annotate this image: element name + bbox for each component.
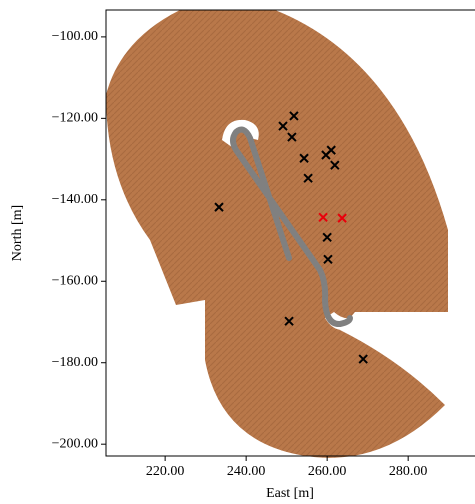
x-axis-label: East [m]	[266, 486, 314, 501]
x-tick-label: 260.00	[308, 464, 347, 479]
y-tick-label: −180.00	[52, 355, 98, 370]
y-tick-label: −160.00	[52, 273, 98, 288]
sonar-coverage	[106, 10, 448, 458]
chart: East [m] North [m] 220.00 240.00 260.00 280…	[0, 0, 475, 504]
x-tick-label: 240.00	[227, 464, 266, 479]
y-axis-label: North [m]	[10, 205, 25, 261]
x-tick-label: 220.00	[146, 464, 185, 479]
y-tick-label: −200.00	[52, 436, 98, 451]
y-tick-label: −100.00	[52, 29, 98, 44]
y-tick-label: −140.00	[52, 192, 98, 207]
y-tick-label: −120.00	[52, 111, 98, 126]
x-tick-label: 280.00	[389, 464, 428, 479]
